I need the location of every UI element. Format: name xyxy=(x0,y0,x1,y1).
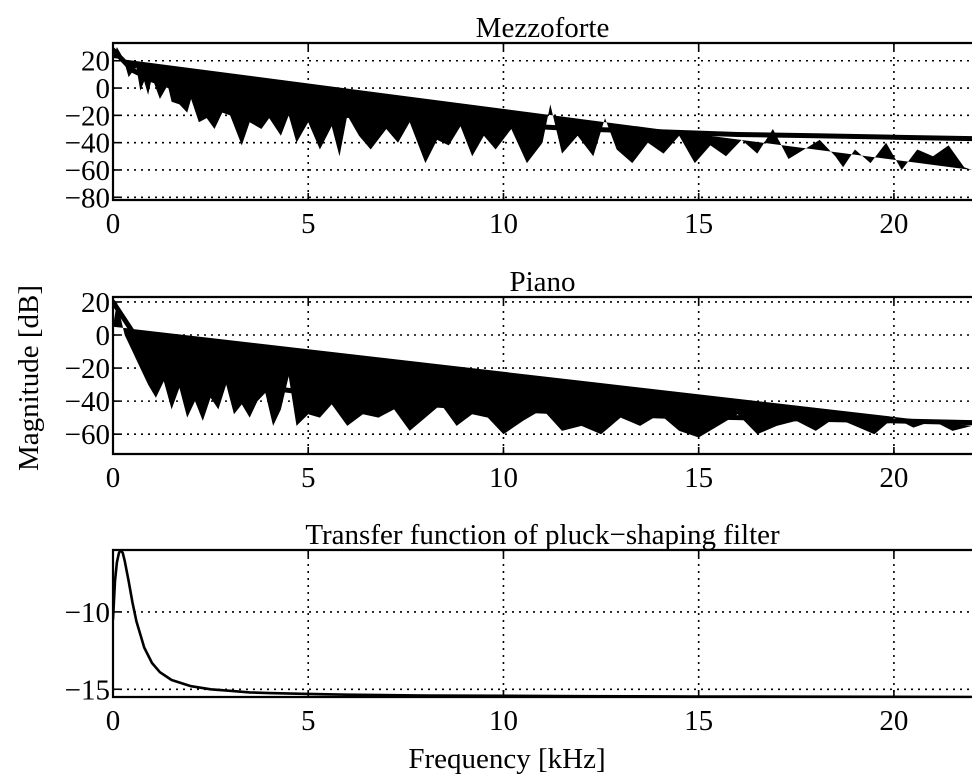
y-tick-label: −60 xyxy=(65,419,110,451)
axes-frame xyxy=(111,295,972,456)
y-tick-label: −20 xyxy=(65,100,110,132)
x-tick-label: 15 xyxy=(684,462,713,494)
y-tick-label: 20 xyxy=(81,46,110,78)
x-tick-label: 5 xyxy=(301,208,316,240)
panel-title: Piano xyxy=(509,266,575,298)
spectrum-line xyxy=(113,302,972,438)
y-tick-label: 20 xyxy=(81,287,110,319)
chart-panel-3: Transfer function of pluck−shaping filte… xyxy=(65,519,972,737)
x-tick-label: 10 xyxy=(489,462,518,494)
x-tick-label: 5 xyxy=(301,462,316,494)
x-tick-label: 0 xyxy=(106,705,121,737)
x-tick-label: 15 xyxy=(684,208,713,240)
filter-line xyxy=(113,550,972,697)
x-tick-label: 10 xyxy=(489,208,518,240)
y-tick-label: −15 xyxy=(65,674,110,706)
y-axis-label: Magnitude [dB] xyxy=(13,285,45,471)
x-tick-label: 15 xyxy=(684,705,713,737)
x-tick-label: 10 xyxy=(489,705,518,737)
envelope-line xyxy=(113,47,972,142)
x-tick-label: 0 xyxy=(106,462,121,494)
envelope-line xyxy=(113,299,972,426)
y-tick-label: −10 xyxy=(65,597,110,629)
x-tick-label: 5 xyxy=(301,705,316,737)
y-tick-label: −40 xyxy=(65,128,110,160)
axes-frame xyxy=(111,41,972,202)
y-tick-label: 0 xyxy=(96,73,111,105)
y-tick-label: −80 xyxy=(65,182,110,214)
y-tick-label: −60 xyxy=(65,155,110,187)
y-tick-label: −20 xyxy=(65,353,110,385)
axes-frame xyxy=(111,548,972,699)
x-tick-label: 0 xyxy=(106,208,121,240)
x-tick-label: 20 xyxy=(879,462,908,494)
y-tick-label: 0 xyxy=(96,320,111,352)
panel-title: Transfer function of pluck−shaping filte… xyxy=(305,519,780,551)
x-axis-label: Frequency [kHz] xyxy=(408,743,605,775)
x-tick-label: 20 xyxy=(879,705,908,737)
x-tick-label: 20 xyxy=(879,208,908,240)
panel-title: Mezzoforte xyxy=(476,12,610,44)
y-tick-label: −40 xyxy=(65,386,110,418)
spectrum-line xyxy=(113,47,972,170)
